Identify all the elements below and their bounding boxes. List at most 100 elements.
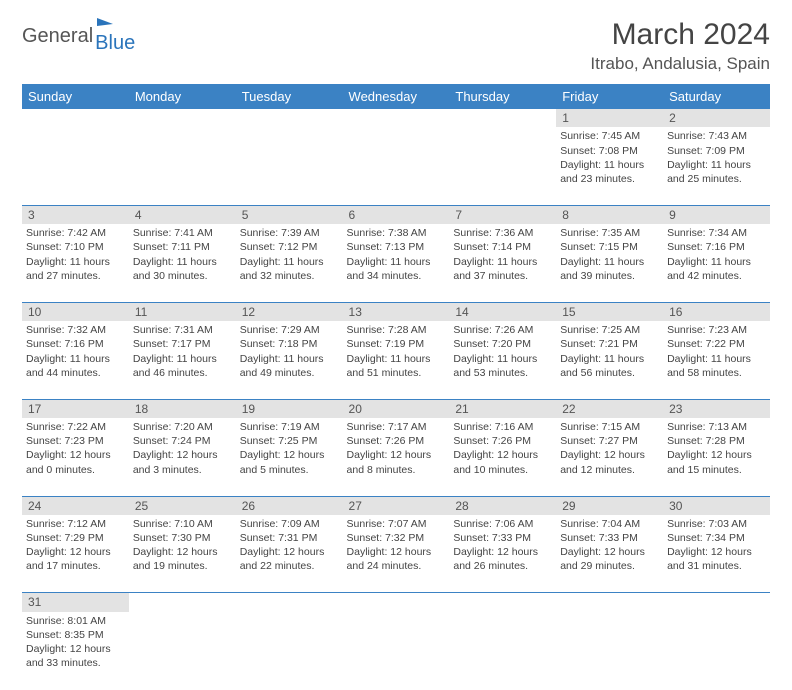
calendar-day-cell: Sunrise: 7:34 AMSunset: 7:16 PMDaylight:… — [663, 224, 770, 302]
day-sr: Sunrise: 7:25 AM — [560, 323, 659, 337]
calendar-day-cell — [449, 127, 556, 205]
day-d1: Daylight: 11 hours — [26, 255, 125, 269]
day-sr: Sunrise: 8:01 AM — [26, 614, 125, 628]
day-number-cell: 3 — [22, 205, 129, 224]
day-number-row: 17181920212223 — [22, 399, 770, 418]
day-number-cell: 15 — [556, 302, 663, 321]
calendar-day-cell: Sunrise: 7:12 AMSunset: 7:29 PMDaylight:… — [22, 515, 129, 593]
day-sr: Sunrise: 7:45 AM — [560, 129, 659, 143]
calendar-day-cell: Sunrise: 7:28 AMSunset: 7:19 PMDaylight:… — [343, 321, 450, 399]
day-sr: Sunrise: 7:28 AM — [347, 323, 446, 337]
calendar-week-row: Sunrise: 7:45 AMSunset: 7:08 PMDaylight:… — [22, 127, 770, 205]
day-number-cell: 16 — [663, 302, 770, 321]
day-d2: and 0 minutes. — [26, 463, 125, 477]
day-number-cell: 10 — [22, 302, 129, 321]
day-sr: Sunrise: 7:19 AM — [240, 420, 339, 434]
day-number-cell: 7 — [449, 205, 556, 224]
day-d2: and 8 minutes. — [347, 463, 446, 477]
day-ss: Sunset: 7:33 PM — [560, 531, 659, 545]
calendar-day-cell: Sunrise: 7:36 AMSunset: 7:14 PMDaylight:… — [449, 224, 556, 302]
day-sr: Sunrise: 7:06 AM — [453, 517, 552, 531]
day-sr: Sunrise: 7:34 AM — [667, 226, 766, 240]
day-d1: Daylight: 11 hours — [560, 158, 659, 172]
day-d2: and 15 minutes. — [667, 463, 766, 477]
day-d1: Daylight: 11 hours — [347, 255, 446, 269]
calendar-day-cell: Sunrise: 7:41 AMSunset: 7:11 PMDaylight:… — [129, 224, 236, 302]
day-number-cell: 12 — [236, 302, 343, 321]
day-ss: Sunset: 7:16 PM — [667, 240, 766, 254]
day-number-row: 3456789 — [22, 205, 770, 224]
header: General Blue March 2024 Itrabo, Andalusi… — [22, 18, 770, 74]
day-d2: and 53 minutes. — [453, 366, 552, 380]
calendar-day-cell — [343, 127, 450, 205]
day-d2: and 46 minutes. — [133, 366, 232, 380]
calendar-day-cell: Sunrise: 7:43 AMSunset: 7:09 PMDaylight:… — [663, 127, 770, 205]
day-d2: and 56 minutes. — [560, 366, 659, 380]
day-ss: Sunset: 7:23 PM — [26, 434, 125, 448]
day-d1: Daylight: 11 hours — [347, 352, 446, 366]
day-d1: Daylight: 12 hours — [133, 448, 232, 462]
calendar-day-cell: Sunrise: 7:20 AMSunset: 7:24 PMDaylight:… — [129, 418, 236, 496]
day-number-cell: 9 — [663, 205, 770, 224]
weekday-header-row: SundayMondayTuesdayWednesdayThursdayFrid… — [22, 84, 770, 109]
calendar-week-row: Sunrise: 7:12 AMSunset: 7:29 PMDaylight:… — [22, 515, 770, 593]
day-d1: Daylight: 12 hours — [347, 448, 446, 462]
day-sr: Sunrise: 7:38 AM — [347, 226, 446, 240]
day-d2: and 3 minutes. — [133, 463, 232, 477]
calendar-day-cell — [236, 127, 343, 205]
day-number-row: 24252627282930 — [22, 496, 770, 515]
calendar-day-cell — [663, 612, 770, 690]
day-ss: Sunset: 7:28 PM — [667, 434, 766, 448]
day-ss: Sunset: 7:08 PM — [560, 144, 659, 158]
day-ss: Sunset: 7:19 PM — [347, 337, 446, 351]
day-number-row: 10111213141516 — [22, 302, 770, 321]
day-d2: and 22 minutes. — [240, 559, 339, 573]
day-ss: Sunset: 7:10 PM — [26, 240, 125, 254]
calendar-day-cell: Sunrise: 7:26 AMSunset: 7:20 PMDaylight:… — [449, 321, 556, 399]
day-sr: Sunrise: 7:09 AM — [240, 517, 339, 531]
day-ss: Sunset: 7:27 PM — [560, 434, 659, 448]
day-ss: Sunset: 7:21 PM — [560, 337, 659, 351]
day-sr: Sunrise: 7:10 AM — [133, 517, 232, 531]
day-ss: Sunset: 7:22 PM — [667, 337, 766, 351]
day-d1: Daylight: 11 hours — [560, 352, 659, 366]
day-number-cell: 27 — [343, 496, 450, 515]
day-ss: Sunset: 7:15 PM — [560, 240, 659, 254]
day-sr: Sunrise: 7:04 AM — [560, 517, 659, 531]
day-d2: and 30 minutes. — [133, 269, 232, 283]
day-number-cell: 28 — [449, 496, 556, 515]
title-block: March 2024 Itrabo, Andalusia, Spain — [590, 18, 770, 74]
day-d2: and 39 minutes. — [560, 269, 659, 283]
day-d1: Daylight: 11 hours — [240, 352, 339, 366]
day-d2: and 29 minutes. — [560, 559, 659, 573]
day-sr: Sunrise: 7:43 AM — [667, 129, 766, 143]
day-number-cell: 2 — [663, 109, 770, 127]
day-number-cell: 20 — [343, 399, 450, 418]
day-number-cell: 30 — [663, 496, 770, 515]
calendar-body: 12Sunrise: 7:45 AMSunset: 7:08 PMDayligh… — [22, 109, 770, 690]
day-number-cell — [449, 593, 556, 612]
day-d1: Daylight: 11 hours — [667, 255, 766, 269]
day-d1: Daylight: 11 hours — [133, 255, 232, 269]
day-sr: Sunrise: 7:23 AM — [667, 323, 766, 337]
day-number-cell: 13 — [343, 302, 450, 321]
day-d1: Daylight: 12 hours — [26, 642, 125, 656]
day-ss: Sunset: 7:30 PM — [133, 531, 232, 545]
day-sr: Sunrise: 7:12 AM — [26, 517, 125, 531]
day-sr: Sunrise: 7:36 AM — [453, 226, 552, 240]
day-sr: Sunrise: 7:35 AM — [560, 226, 659, 240]
day-ss: Sunset: 7:20 PM — [453, 337, 552, 351]
day-number-cell: 8 — [556, 205, 663, 224]
day-d2: and 42 minutes. — [667, 269, 766, 283]
day-number-cell — [343, 593, 450, 612]
day-d2: and 37 minutes. — [453, 269, 552, 283]
day-number-cell — [556, 593, 663, 612]
day-d2: and 17 minutes. — [26, 559, 125, 573]
day-sr: Sunrise: 7:32 AM — [26, 323, 125, 337]
calendar-day-cell: Sunrise: 7:31 AMSunset: 7:17 PMDaylight:… — [129, 321, 236, 399]
calendar-week-row: Sunrise: 7:22 AMSunset: 7:23 PMDaylight:… — [22, 418, 770, 496]
day-d1: Daylight: 11 hours — [133, 352, 232, 366]
day-ss: Sunset: 7:26 PM — [453, 434, 552, 448]
calendar-day-cell: Sunrise: 7:10 AMSunset: 7:30 PMDaylight:… — [129, 515, 236, 593]
day-sr: Sunrise: 7:31 AM — [133, 323, 232, 337]
